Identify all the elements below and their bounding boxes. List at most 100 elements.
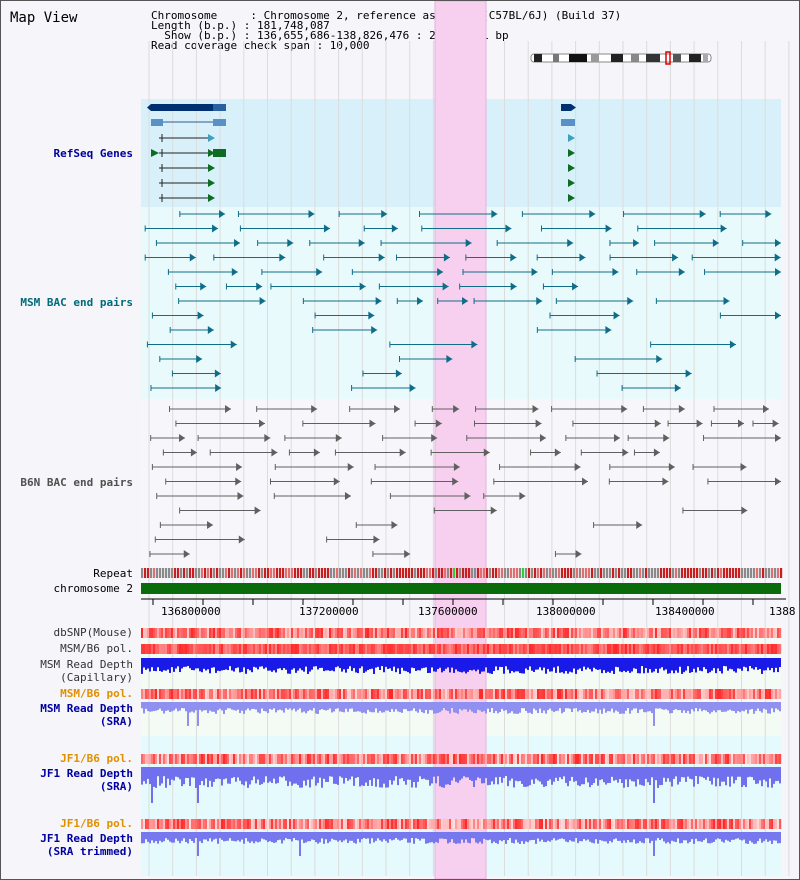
jf1-pol-trim-heat-cell — [661, 819, 664, 829]
msm-sra-depth-bar — [541, 702, 543, 714]
msm-pol-sra-heat-cell — [193, 689, 196, 699]
track-label-msm-bac[interactable]: MSM BAC end pairs — [20, 296, 133, 309]
dbsnp-heat-cell — [539, 628, 542, 638]
jf1-pol-heat-cell — [441, 754, 444, 764]
msm-capillary-depth-bar — [453, 658, 455, 673]
dbsnp-heat-cell — [623, 628, 626, 638]
msm-pol-sra-heat-cell — [315, 689, 318, 699]
msm-capillary-depth-bar — [223, 658, 225, 671]
jf1-sra-depth-bar — [461, 767, 463, 779]
repeat-element — [423, 568, 426, 578]
jf1-pol-heat-cell — [689, 754, 692, 764]
msm-pol-heat-cell — [263, 644, 266, 654]
msm-sra-depth-bar — [275, 702, 277, 713]
msm-capillary-depth-bar — [769, 658, 771, 671]
msm-pol-heat-cell — [767, 644, 770, 654]
msm-sra-depth-bar — [605, 702, 607, 713]
repeat-element — [411, 568, 414, 578]
dbsnp-heat-cell — [305, 628, 308, 638]
dbsnp-heat-cell — [455, 628, 458, 638]
msm-pol-heat-cell — [725, 644, 728, 654]
msm-capillary-depth-bar — [217, 658, 219, 671]
jf1-sra-depth-bar — [713, 767, 715, 778]
msm-capillary-depth-bar — [339, 658, 341, 669]
msm-pol-sra-heat-cell — [421, 689, 424, 699]
jf1-trimmed-depth-bar — [241, 832, 243, 840]
track-label-b6n-bac[interactable]: B6N BAC end pairs — [20, 476, 133, 489]
dbsnp-heat-cell — [145, 628, 148, 638]
repeat-element — [762, 568, 765, 578]
msm-pol-heat-cell — [149, 644, 152, 654]
track-label-refseq[interactable]: RefSeq Genes — [53, 147, 133, 160]
jf1-pol-heat-cell — [343, 754, 346, 764]
jf1-sra-depth-bar — [647, 767, 649, 783]
jf1-trimmed-depth-bar — [313, 832, 315, 840]
msm-pol-heat-cell — [617, 644, 620, 654]
msm-pol-heat-cell — [511, 644, 514, 654]
jf1-pol-trim-heat-cell — [725, 819, 728, 829]
msm-pol-heat-cell — [623, 644, 626, 654]
jf1-sra-depth-bar — [419, 767, 421, 777]
jf1-pol-trim-heat-cell — [311, 819, 314, 829]
jf1-sra-depth-bar — [361, 767, 363, 786]
msm-pol-heat-cell — [191, 644, 194, 654]
dbsnp-heat-cell — [629, 628, 632, 638]
msm-pol-sra-heat-cell — [329, 689, 332, 699]
msm-sra-depth-bar — [307, 702, 309, 712]
dbsnp-heat-cell — [189, 628, 192, 638]
msm-pol-heat-cell — [351, 644, 354, 654]
dbsnp-heat-cell — [399, 628, 402, 638]
jf1-sra-depth-bar — [515, 767, 517, 781]
jf1-pol-trim-heat-cell — [493, 819, 496, 829]
jf1-sra-depth-bar — [313, 767, 315, 777]
jf1-trimmed-depth-bar — [743, 832, 745, 840]
jf1-pol-heat-cell — [697, 754, 700, 764]
msm-capillary-depth-bar — [147, 658, 149, 669]
msm-pol-sra-heat-cell — [623, 689, 626, 699]
msm-pol-heat-cell — [179, 644, 182, 654]
jf1-pol-trim-heat-cell — [651, 819, 654, 829]
jf1-pol-trim-heat-cell — [673, 819, 676, 829]
dbsnp-heat-cell — [143, 628, 146, 638]
msm-pol-sra-heat-cell — [527, 689, 530, 699]
jf1-pol-heat-cell — [455, 754, 458, 764]
msm-capillary-depth-bar — [669, 658, 671, 674]
jf1-pol-trim-heat-cell — [775, 819, 778, 829]
dbsnp-heat-cell — [741, 628, 744, 638]
jf1-sra-depth-bar — [307, 767, 309, 780]
dbsnp-heat-cell — [165, 628, 168, 638]
jf1-sra-depth-bar — [177, 767, 179, 778]
msm-pol-sra-heat-cell — [707, 689, 710, 699]
msm-sra-depth-bar — [643, 702, 645, 713]
dbsnp-heat-cell — [685, 628, 688, 638]
jf1-trimmed-depth-bar — [477, 832, 479, 844]
msm-sra-depth-bar — [369, 702, 371, 712]
jf1-pol-trim-heat-cell — [593, 819, 596, 829]
repeat-element — [555, 568, 558, 578]
refseq-gene-arrow — [208, 149, 215, 157]
msm-sra-depth-bar — [241, 702, 243, 711]
msm-sra-depth-bar — [657, 702, 659, 709]
msm-capillary-depth-bar — [335, 658, 337, 668]
msm-pol-sra-heat-cell — [263, 689, 266, 699]
msm-pol-heat-cell — [423, 644, 426, 654]
repeat-element — [396, 568, 399, 578]
msm-sra-depth-bar — [391, 702, 393, 710]
msm-capillary-depth-bar — [733, 658, 735, 672]
msm-pol-sra-heat-cell — [179, 689, 182, 699]
refseq-exon — [213, 149, 226, 157]
jf1-sra-depth-bar — [355, 767, 357, 778]
jf1-trimmed-depth-bar — [715, 832, 717, 840]
msm-pol-heat-cell — [755, 644, 758, 654]
msm-capillary-depth-bar — [161, 658, 163, 672]
track-label-jf1-pol-1: JF1/B6 pol. — [60, 752, 133, 765]
msm-capillary-depth-bar — [771, 658, 773, 669]
msm-pol-heat-cell — [277, 644, 280, 654]
jf1-sra-depth-bar — [685, 767, 687, 782]
msm-capillary-depth-bar — [367, 658, 369, 671]
b6n-bac-pair-arrow — [333, 477, 340, 486]
msm-sra-depth-bar — [335, 702, 337, 709]
jf1-pol-trim-heat-cell — [397, 819, 400, 829]
msm-pol-sra-heat-cell — [479, 689, 482, 699]
